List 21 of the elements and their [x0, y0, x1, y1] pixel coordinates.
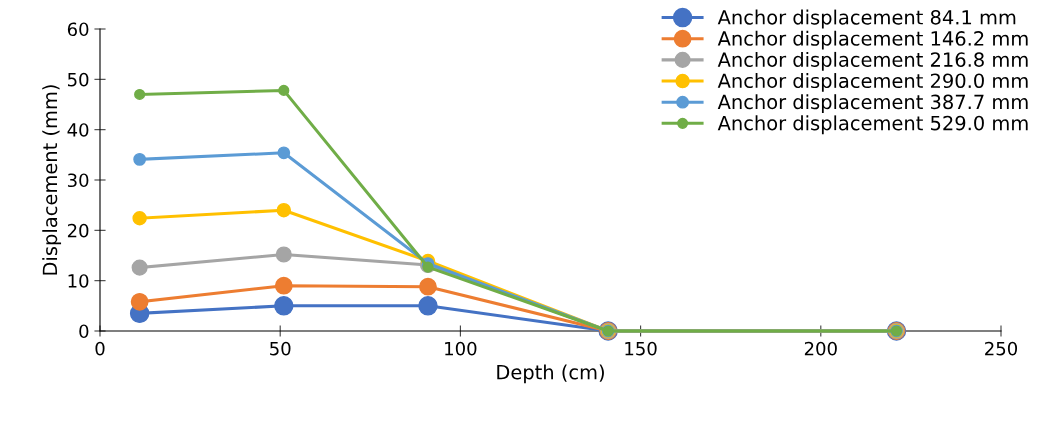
- y-tick-label: 30: [67, 173, 89, 188]
- legend-label: Anchor displacement 216.8 mm: [717, 51, 1028, 71]
- y-tick-label: 10: [68, 274, 89, 288]
- x-tick-label: 50: [270, 341, 291, 356]
- x-tick-label: 250: [985, 341, 1018, 356]
- y-tick-label: 20: [67, 223, 89, 238]
- legend-label: Anchor displacement 146.2 mm: [717, 30, 1028, 50]
- y-tick-label: 0: [79, 324, 89, 339]
- y-axis-title: Displacement (mm): [42, 85, 62, 275]
- legend-label: Anchor displacement 290.0 mm: [717, 73, 1028, 92]
- y-tick-label: 60: [67, 22, 89, 37]
- legend-label: Anchor displacement 84.1 mm: [717, 9, 1016, 29]
- y-tick-label: 40: [67, 123, 89, 137]
- x-tick-label: 150: [625, 341, 657, 356]
- x-axis-title: Depth (cm): [497, 364, 604, 384]
- x-tick-label: 100: [445, 341, 477, 356]
- x-tick-label: 200: [804, 341, 837, 356]
- x-tick-label: 0: [95, 341, 105, 356]
- legend-label: Anchor displacement 529.0 mm: [717, 115, 1028, 135]
- y-tick-label: 50: [68, 72, 89, 87]
- legend-label: Anchor displacement 387.7 mm: [717, 94, 1028, 114]
